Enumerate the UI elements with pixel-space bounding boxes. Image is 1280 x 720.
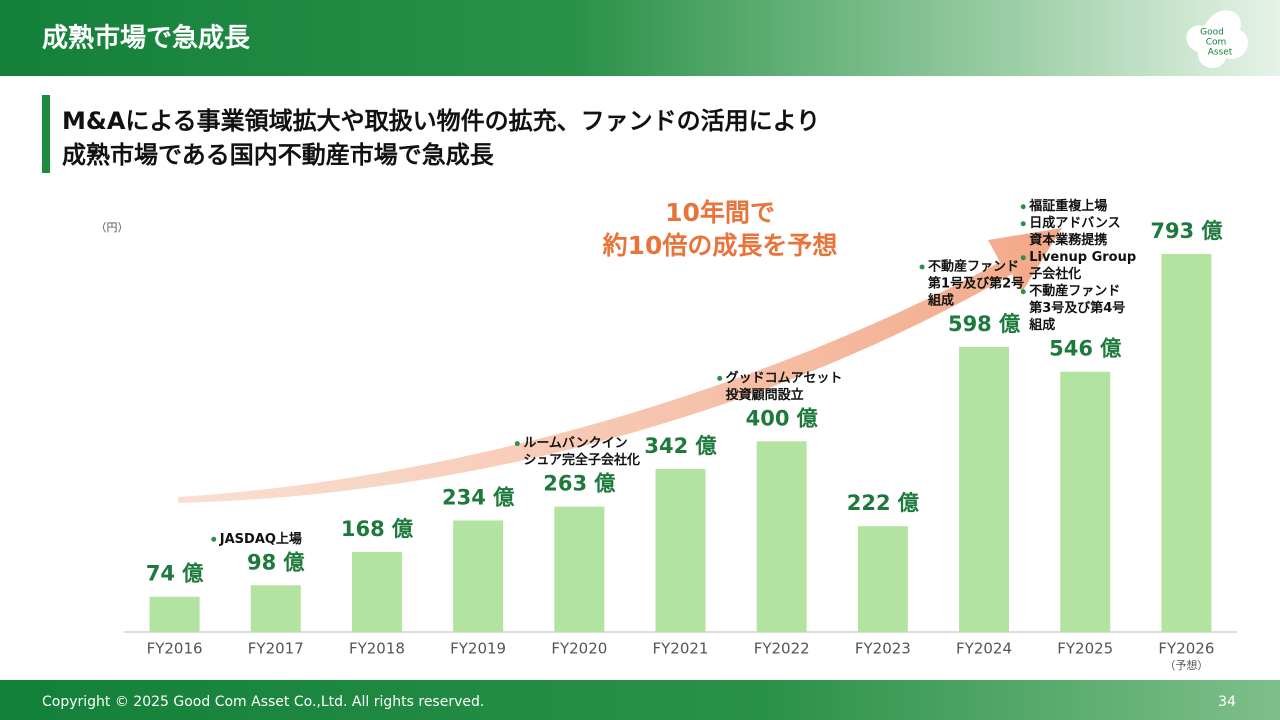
x-tick-label: FY2020	[551, 640, 607, 658]
bar	[857, 526, 908, 632]
subtitle-line: M&Aによる事業領域拡大や取扱い物件の拡充、ファンドの活用により	[62, 107, 820, 135]
bar	[1161, 254, 1212, 632]
value-label: 263 億	[543, 472, 615, 496]
header-title: 成熟市場で急成長	[42, 23, 250, 54]
x-tick-label: FY2025	[1057, 640, 1113, 658]
x-tick-label: FY2024	[956, 640, 1012, 658]
bar	[756, 441, 807, 632]
bar	[149, 596, 200, 632]
logo-text: Asset	[1208, 48, 1233, 58]
milestone-text: ルームバンクイン	[523, 436, 627, 451]
bar	[554, 506, 605, 632]
milestone-bullet	[1020, 204, 1026, 210]
value-label: 168 億	[341, 517, 413, 541]
milestone-text: 不動産ファンド	[928, 258, 1019, 274]
callout: 10年間で	[665, 198, 775, 227]
milestone-text: シュア完全子会社化	[523, 452, 640, 468]
value-label: 98 億	[247, 550, 305, 574]
x-tick-label: FY2017	[248, 640, 304, 658]
value-label: 598 億	[948, 312, 1020, 336]
x-tick-note: （予想）	[1164, 658, 1208, 672]
milestone-bullet	[1020, 255, 1026, 261]
header-bar	[0, 0, 1280, 76]
x-tick-label: FY2018	[349, 640, 405, 658]
bar	[1060, 371, 1111, 632]
milestone-bullet	[717, 375, 723, 381]
milestone-bullet	[919, 264, 925, 270]
milestone-bullet	[514, 441, 520, 447]
logo: Good Com Asset	[1186, 10, 1248, 69]
milestone-text: 組成	[1028, 317, 1055, 333]
value-label: 793 億	[1150, 219, 1222, 243]
milestone-text: 第1号及び第2号	[927, 275, 1024, 291]
bar	[351, 551, 402, 632]
footer-bar	[0, 680, 1280, 720]
value-label: 74 億	[146, 562, 204, 586]
logo-text: Com	[1206, 38, 1227, 48]
value-label: 222 億	[847, 491, 919, 515]
milestone-text: Livenup Group	[1029, 250, 1136, 265]
value-label: 400 億	[746, 406, 818, 430]
milestone-text: 子会社化	[1029, 266, 1081, 282]
unit-label: （円）	[96, 221, 129, 234]
subtitle-accent	[42, 95, 50, 173]
x-tick-label: FY2016	[147, 640, 203, 658]
copyright: Copyright © 2025 Good Com Asset Co.,Ltd.…	[42, 694, 484, 710]
x-tick-label: FY2022	[754, 640, 810, 658]
milestone-text: 第3号及び第4号	[1028, 300, 1125, 316]
bar	[250, 585, 301, 632]
value-label: 342 億	[644, 434, 716, 458]
x-tick-label: FY2019	[450, 640, 506, 658]
milestone-bullet	[1020, 221, 1026, 227]
logo-text: Good	[1200, 28, 1224, 38]
milestone-text: JASDAQ上場	[219, 531, 302, 547]
bar	[453, 520, 504, 632]
x-tick-label: FY2026	[1158, 640, 1214, 658]
milestone-text: 福証重複上場	[1028, 198, 1107, 214]
milestone-bullet	[1020, 289, 1026, 295]
page-number: 34	[1218, 694, 1236, 710]
milestone-text: 不動産ファンド	[1029, 283, 1120, 299]
logo-shape	[1186, 10, 1248, 69]
milestone-text: グッドコムアセット	[726, 370, 843, 386]
subtitle-line: 成熟市場である国内不動産市場で急成長	[62, 141, 494, 169]
x-tick-label: FY2021	[653, 640, 709, 658]
callout: 約10倍の成長を予想	[602, 231, 838, 260]
bar	[959, 346, 1010, 632]
value-label: 546 億	[1049, 337, 1121, 361]
x-tick-label: FY2023	[855, 640, 911, 658]
milestone-text: 日成アドバンス	[1029, 215, 1120, 231]
value-label: 234 億	[442, 485, 514, 509]
milestone-text: 資本業務提携	[1029, 232, 1107, 248]
milestone-text: 組成	[927, 292, 954, 308]
milestone-text: 投資顧問設立	[726, 387, 804, 403]
bar	[655, 468, 706, 632]
milestone-bullet	[211, 536, 217, 542]
